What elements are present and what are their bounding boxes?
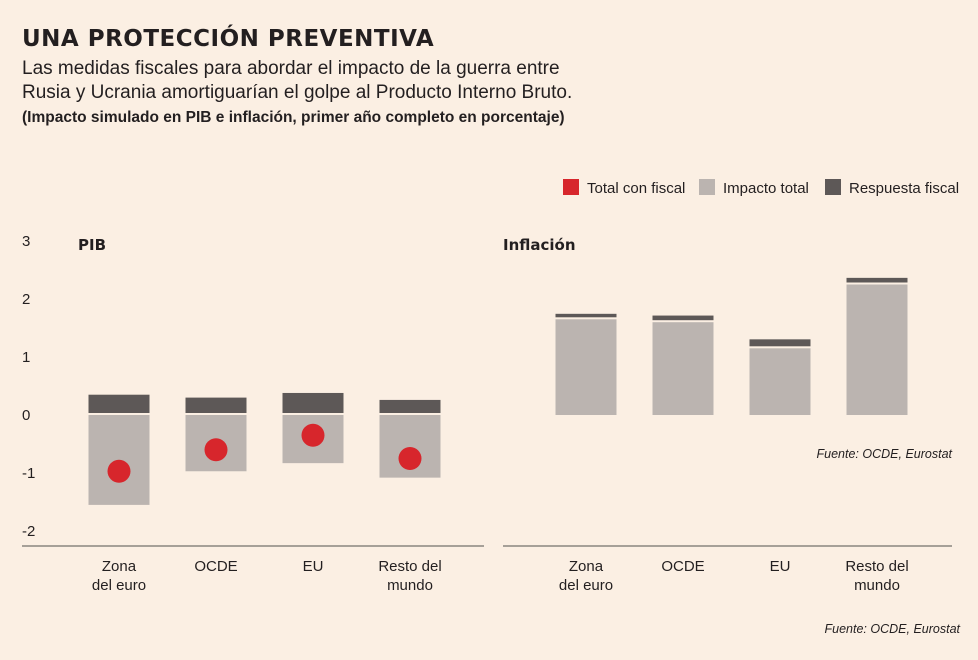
x-tick-label: Resto del xyxy=(378,558,441,575)
bar-respuesta-fiscal xyxy=(379,399,441,413)
y-tick-label: 3 xyxy=(22,233,30,250)
panel-title: Inflación xyxy=(503,236,576,254)
x-tick-label: Zona xyxy=(569,558,604,575)
x-tick-label: mundo xyxy=(387,577,433,594)
x-tick-label: EU xyxy=(770,558,791,575)
x-tick-label: del euro xyxy=(559,577,613,594)
bar-impacto-total xyxy=(846,284,908,415)
legend-swatch xyxy=(825,179,841,195)
y-tick-label: -2 xyxy=(22,523,35,540)
bar-respuesta-fiscal xyxy=(185,397,247,413)
x-tick-label: EU xyxy=(303,558,324,575)
legend-label: Respuesta fiscal xyxy=(849,180,959,197)
bar-respuesta-fiscal xyxy=(749,339,811,347)
dot-total-con-fiscal xyxy=(301,423,325,447)
bar-respuesta-fiscal xyxy=(282,392,344,413)
y-tick-label: 0 xyxy=(22,407,30,424)
bar-respuesta-fiscal xyxy=(846,277,908,283)
legend-label: Total con fiscal xyxy=(587,180,685,197)
subtitle-line-1: Las medidas fiscales para abordar el imp… xyxy=(22,58,560,79)
legend-swatch xyxy=(563,179,579,195)
legend-label: Impacto total xyxy=(723,180,809,197)
x-tick-label: OCDE xyxy=(661,558,704,575)
chart-subtitle: Las medidas fiscales para abordar el imp… xyxy=(22,57,662,105)
y-tick-label: 1 xyxy=(22,349,30,366)
dot-total-con-fiscal xyxy=(204,438,228,462)
bar-respuesta-fiscal xyxy=(652,315,714,321)
x-tick-label: mundo xyxy=(854,577,900,594)
bar-impacto-total xyxy=(652,322,714,415)
y-tick-label: 2 xyxy=(22,291,30,308)
chart-note: (Impacto simulado en PIB e inflación, pr… xyxy=(22,109,565,126)
legend-swatch xyxy=(699,179,715,195)
x-tick-label: Resto del xyxy=(845,558,908,575)
bar-impacto-total xyxy=(555,319,617,415)
x-tick-label: OCDE xyxy=(194,558,237,575)
y-tick-label: -1 xyxy=(22,465,35,482)
panel-title: PIB xyxy=(78,236,106,254)
source-note-inflation: Fuente: OCDE, Eurostat xyxy=(817,447,953,461)
dot-total-con-fiscal xyxy=(398,447,422,470)
source-note-footer: Fuente: OCDE, Eurostat xyxy=(825,622,961,636)
x-tick-label: del euro xyxy=(92,577,146,594)
bar-respuesta-fiscal xyxy=(555,313,617,318)
bar-impacto-total xyxy=(749,348,811,415)
subtitle-line-2: Rusia y Ucrania amortiguarían el golpe a… xyxy=(22,82,573,103)
dot-total-con-fiscal xyxy=(107,459,131,483)
x-tick-label: Zona xyxy=(102,558,137,575)
chart-title: UNA PROTECCIÓN PREVENTIVA xyxy=(22,26,435,52)
bar-respuesta-fiscal xyxy=(88,394,150,413)
